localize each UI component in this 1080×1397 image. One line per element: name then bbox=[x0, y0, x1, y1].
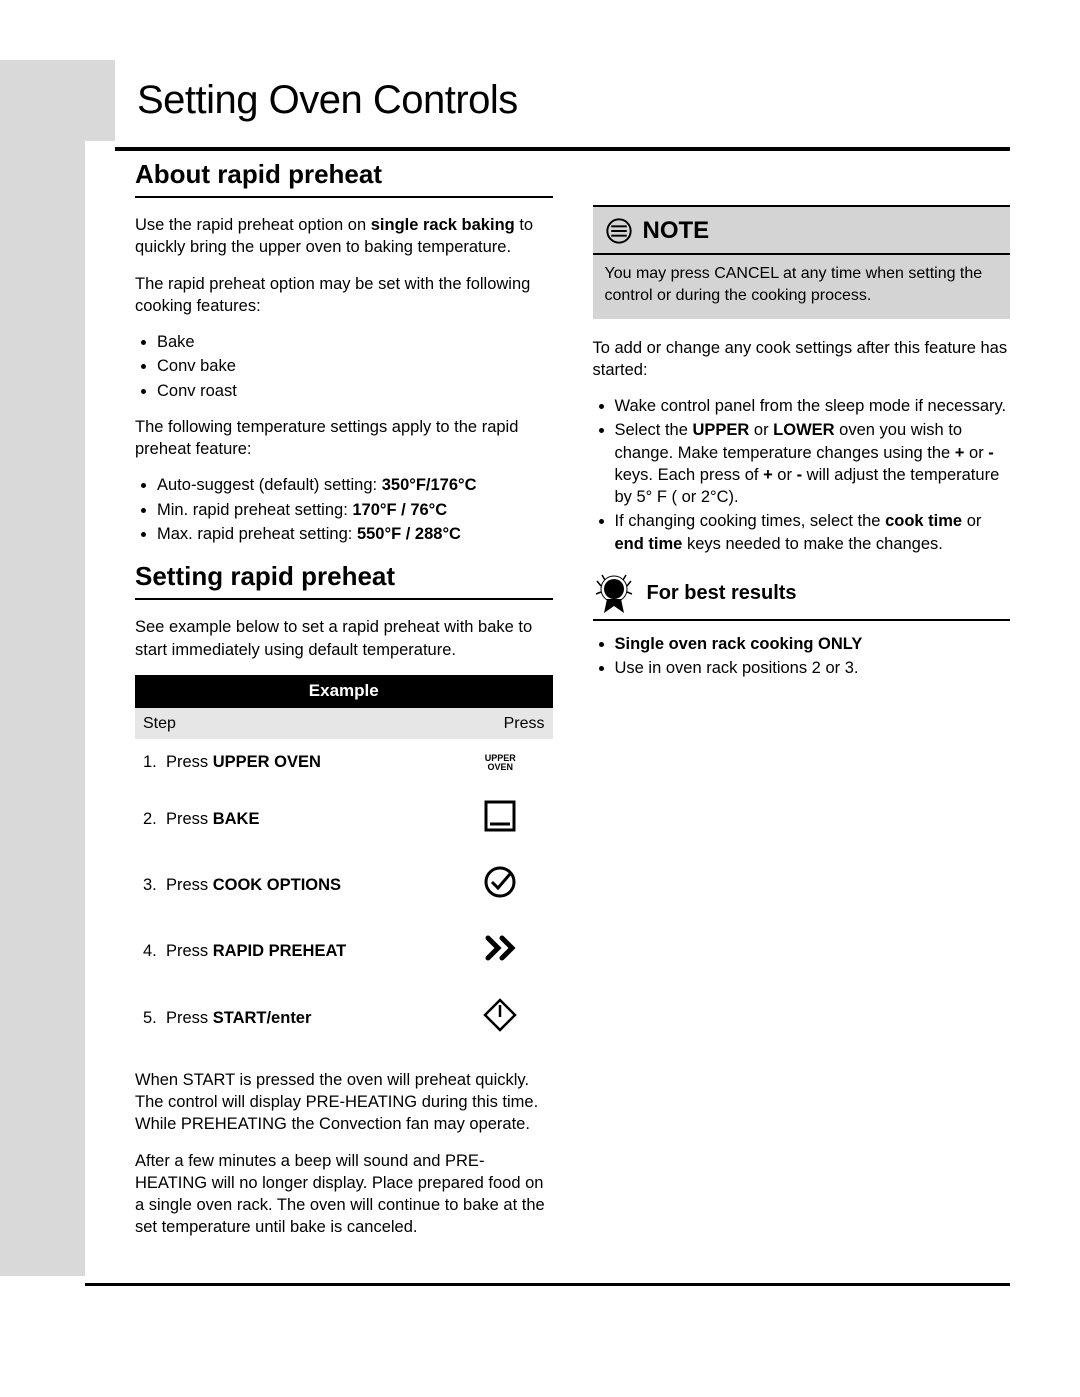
content-columns: About rapid preheat Use the rapid prehea… bbox=[135, 151, 1010, 1253]
gray-band-side bbox=[0, 140, 85, 1276]
list-item: Use in oven rack positions 2 or 3. bbox=[615, 657, 1011, 679]
features-list: Bake Conv bake Conv roast bbox=[157, 331, 553, 402]
change-list: Wake control panel from the sleep mode i… bbox=[615, 395, 1011, 555]
note-body: You may press CANCEL at any time when se… bbox=[605, 263, 999, 306]
list-item: Auto-suggest (default) setting: 350°F/17… bbox=[157, 474, 553, 496]
heading-setting: Setting rapid preheat bbox=[135, 559, 553, 600]
left-column: About rapid preheat Use the rapid prehea… bbox=[135, 151, 553, 1253]
manual-page: 18 Setting Oven Controls About rapid pre… bbox=[0, 0, 1080, 1326]
upper-oven-icon: UPPEROVEN bbox=[456, 754, 544, 772]
chevrons-icon bbox=[482, 930, 518, 966]
page-header: 18 Setting Oven Controls bbox=[0, 60, 1010, 141]
list-item: Conv bake bbox=[157, 355, 553, 377]
best-results-heading: For best results bbox=[593, 573, 1011, 621]
note-heading: NOTE bbox=[593, 207, 1011, 255]
bake-icon bbox=[482, 798, 518, 834]
temp-list: Auto-suggest (default) setting: 350°F/17… bbox=[157, 474, 553, 545]
table-row: 4. Press RAPID PREHEAT bbox=[135, 918, 553, 984]
para-setting: See example below to set a rapid preheat… bbox=[135, 616, 553, 661]
example-table: Example Step Press 1. Press UPPER OVEN U… bbox=[135, 675, 553, 1051]
bottom-rule bbox=[85, 1283, 1010, 1286]
check-circle-icon bbox=[482, 864, 518, 900]
gray-band-top bbox=[0, 60, 115, 140]
table-row: 2. Press BAKE bbox=[135, 786, 553, 852]
ribbon-icon bbox=[593, 573, 635, 615]
start-icon bbox=[482, 997, 518, 1033]
para-after-2: After a few minutes a beep will sound an… bbox=[135, 1150, 553, 1239]
para-about-1: Use the rapid preheat option on single r… bbox=[135, 214, 553, 259]
list-item: Min. rapid preheat setting: 170°F / 76°C bbox=[157, 499, 553, 521]
para-about-2: The rapid preheat option may be set with… bbox=[135, 273, 553, 318]
note-icon bbox=[605, 217, 633, 245]
example-subhead: Step Press bbox=[135, 708, 553, 740]
list-item: Select the UPPER or LOWER oven you wish … bbox=[615, 419, 1011, 508]
table-row: 3. Press COOK OPTIONS bbox=[135, 852, 553, 918]
para-temps: The following temperature settings apply… bbox=[135, 416, 553, 461]
list-item: Conv roast bbox=[157, 380, 553, 402]
example-title: Example bbox=[135, 675, 553, 708]
list-item: Bake bbox=[157, 331, 553, 353]
para-after-1: When START is pressed the oven will preh… bbox=[135, 1069, 553, 1136]
list-item: Single oven rack cooking ONLY bbox=[615, 633, 1011, 655]
right-column: NOTE You may press CANCEL at any time wh… bbox=[593, 151, 1011, 1253]
note-box: NOTE You may press CANCEL at any time wh… bbox=[593, 205, 1011, 319]
heading-about: About rapid preheat bbox=[135, 157, 553, 198]
results-list: Single oven rack cooking ONLY Use in ove… bbox=[615, 633, 1011, 680]
list-item: Max. rapid preheat setting: 550°F / 288°… bbox=[157, 523, 553, 545]
table-row: 1. Press UPPER OVEN UPPEROVEN bbox=[135, 739, 553, 785]
list-item: Wake control panel from the sleep mode i… bbox=[615, 395, 1011, 417]
list-item: If changing cooking times, select the co… bbox=[615, 510, 1011, 555]
table-row: 5. Press START/enter bbox=[135, 985, 553, 1051]
para-change: To add or change any cook settings after… bbox=[593, 337, 1011, 382]
section-title: Setting Oven Controls bbox=[115, 60, 518, 141]
